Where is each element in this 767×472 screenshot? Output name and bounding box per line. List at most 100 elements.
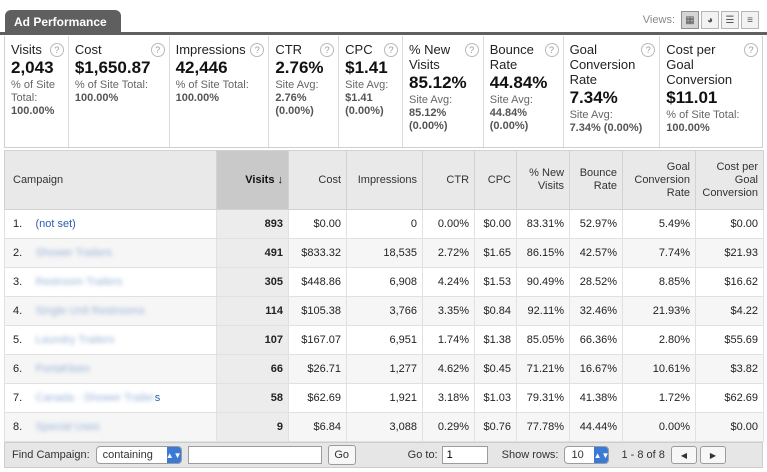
campaign-link[interactable]: Restroom Trailers (35, 276, 123, 288)
row-index: 2. (4, 238, 31, 268)
help-icon[interactable]: ? (49, 43, 64, 57)
help-icon[interactable]: ? (150, 43, 165, 57)
column-header-impressions[interactable]: Impressions (346, 150, 424, 210)
row-index: 7. (4, 383, 31, 413)
metric-comparison-label: % of Site Total: (175, 79, 249, 91)
performance-view-button[interactable]: ☰ (721, 11, 739, 29)
goto-page-input[interactable] (441, 446, 488, 464)
help-icon[interactable]: ? (383, 43, 398, 57)
metric-comparison-label: % of Site Total: (666, 109, 740, 121)
cell-cpc: $0.84 (474, 296, 518, 326)
metric-label: Bounce Rate (489, 42, 534, 72)
cell-visits: 893 (216, 209, 290, 239)
help-icon[interactable]: ? (744, 43, 759, 57)
help-icon[interactable]: ? (464, 43, 479, 57)
campaign-link-tail[interactable]: s (154, 392, 161, 404)
view-button-group: ▦ ◕ ☰ ≡ (681, 11, 759, 29)
help-icon[interactable]: ? (320, 43, 335, 57)
campaign-link[interactable]: (not set) (35, 218, 76, 230)
cell-cpc: $0.45 (474, 354, 518, 384)
cell-new-visits: 71.21% (516, 354, 571, 384)
select-arrows-icon: ▲▼ (166, 447, 182, 463)
views-label: Views: (642, 14, 675, 26)
metric-comparison-value: 100.00% (74, 92, 119, 104)
show-rows-select[interactable]: 10 ▲▼ (564, 446, 610, 464)
cell-cpgc: $0.00 (695, 412, 765, 442)
metric-label: Goal Conversion Rate (569, 42, 636, 87)
cell-cpgc: $21.93 (695, 238, 765, 268)
cell-ctr: 1.74% (422, 325, 476, 355)
show-rows-label: Show rows: (501, 449, 559, 461)
row-index: 4. (4, 296, 31, 326)
pie-view-button[interactable]: ◕ (701, 11, 719, 29)
metric-cost: ? Cost $1,650.87 % of Site Total: 100.00% (69, 36, 170, 147)
chevron-right-icon: ▶ (709, 450, 716, 460)
campaign-name-cell: Canada - Shower Trailers (30, 383, 218, 413)
row-index: 1. (4, 209, 31, 239)
column-header-visits[interactable]: Visits ↓ (216, 150, 290, 210)
table-view-icon: ▦ (685, 14, 695, 26)
campaign-link[interactable]: Special Uses (35, 421, 100, 433)
column-header-new-visits[interactable]: % New Visits (516, 150, 571, 210)
cell-cost: $26.71 (288, 354, 348, 384)
column-header-goal-conversion-rate[interactable]: Goal Conversion Rate (622, 150, 697, 210)
table-header-row: Campaign Visits ↓ Cost Impressions CTR C… (3, 150, 765, 210)
campaign-name-cell: Special Uses (30, 412, 218, 442)
cell-impressions: 0 (346, 209, 424, 239)
previous-page-button[interactable]: ◀ (670, 446, 697, 464)
cell-impressions: 6,908 (346, 267, 424, 297)
cell-gcr: 2.80% (622, 325, 697, 355)
campaign-link[interactable]: Single Unit Restrooms (35, 305, 145, 317)
cell-gcr: 10.61% (622, 354, 697, 384)
metric-comparison-label: Site Avg: (345, 79, 389, 91)
cell-new-visits: 83.31% (516, 209, 571, 239)
metric-comparison-value: 100.00% (666, 122, 710, 134)
cell-visits: 107 (216, 325, 290, 355)
metric-comparison-value: 100.00% (11, 105, 55, 117)
table-view-button[interactable]: ▦ (681, 11, 699, 29)
cell-visits: 114 (216, 296, 290, 326)
metric-comparison-label: Site Avg: (569, 109, 613, 121)
cell-bounce: 16.67% (569, 354, 624, 384)
metric-summary: ? Visits 2,043% of Site Total: 100.00%? Cost… (4, 36, 763, 148)
metric-label: CTR (275, 42, 303, 57)
cell-bounce: 41.38% (569, 383, 624, 413)
cell-gcr: 5.49% (622, 209, 697, 239)
performance-view-icon: ☰ (725, 14, 735, 26)
cell-impressions: 1,921 (346, 383, 424, 413)
column-header-cpc[interactable]: CPC (474, 150, 518, 210)
help-icon[interactable]: ? (544, 43, 559, 57)
metric-comparison-value: $1.41 (345, 92, 373, 104)
campaign-name-cell: Single Unit Restrooms (30, 296, 218, 326)
next-page-button[interactable]: ▶ (699, 446, 726, 464)
column-header-campaign[interactable]: Campaign (3, 150, 218, 210)
campaign-search-input[interactable] (187, 446, 322, 464)
filter-mode-select[interactable]: containing ▲▼ (95, 446, 182, 464)
metric-label: Visits (11, 42, 42, 57)
column-header-cost[interactable]: Cost (288, 150, 348, 210)
table-row: 5. Laundry Trailers 107 $167.07 6,951 1.74% $1… (4, 325, 765, 355)
column-header-bounce-rate[interactable]: Bounce Rate (569, 150, 624, 210)
campaign-link[interactable]: PortaKleen (35, 363, 90, 375)
cell-gcr: 7.74% (622, 238, 697, 268)
table-row: 2. Shower Trailers 491 $833.32 18,535 2.72% $1… (4, 238, 765, 268)
metric-label: % New Visits (408, 42, 451, 72)
column-header-ctr[interactable]: CTR (422, 150, 476, 210)
metric-comparison-change: (0.00%) (275, 105, 314, 117)
column-header-cost-per-goal-conversion[interactable]: Cost per Goal Conversion (695, 150, 765, 210)
metric-value: 85.12% (408, 73, 467, 92)
cell-cpgc: $16.62 (695, 267, 765, 297)
help-icon[interactable]: ? (250, 43, 265, 57)
help-icon[interactable]: ? (641, 43, 656, 57)
cell-cost: $0.00 (288, 209, 348, 239)
filter-mode-value: containing (102, 449, 153, 461)
metric-label: Cost per Goal Conversion (666, 42, 733, 87)
go-button[interactable]: Go (327, 445, 356, 465)
comparison-view-button[interactable]: ≡ (741, 11, 759, 29)
campaign-link[interactable]: Canada - Shower Trailer (35, 392, 155, 404)
metric-comparison-label: % of Site Total: (11, 79, 56, 104)
campaign-link[interactable]: Shower Trailers (35, 247, 112, 259)
cell-cpc: $1.65 (474, 238, 518, 268)
metric-comparison-change: (0.00%) (408, 120, 448, 132)
campaign-link[interactable]: Laundry Trailers (35, 334, 115, 346)
